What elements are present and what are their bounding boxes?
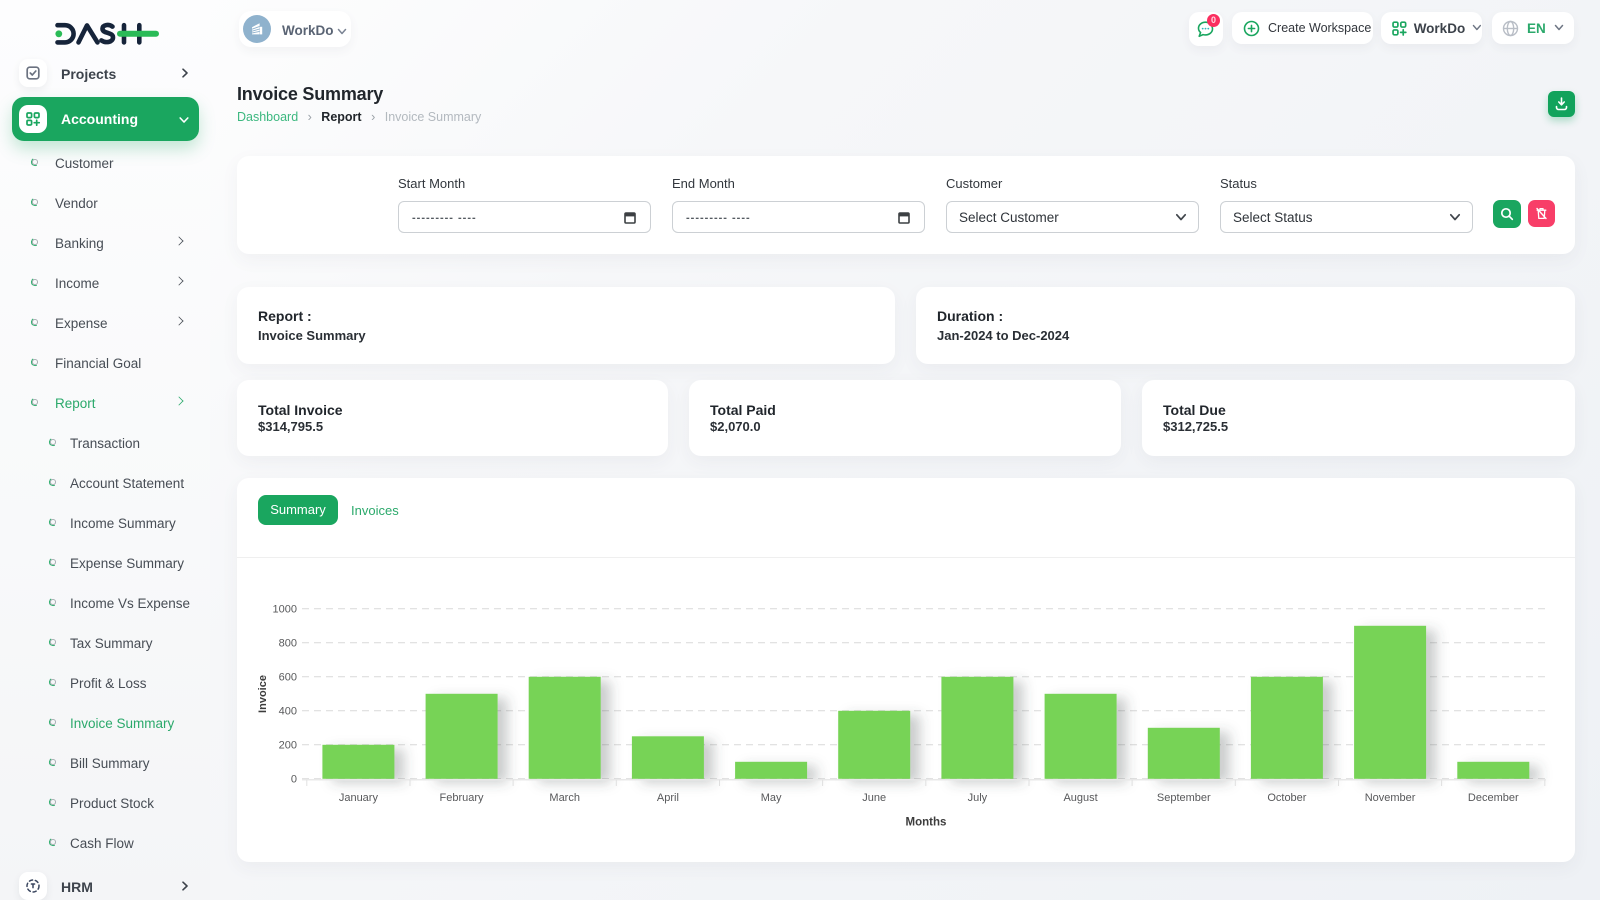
svg-text:November: November [1365, 792, 1416, 804]
svg-text:800: 800 [279, 638, 297, 650]
svg-text:April: April [657, 792, 679, 804]
svg-text:400: 400 [279, 706, 297, 718]
svg-text:0: 0 [291, 774, 297, 786]
svg-text:1000: 1000 [273, 604, 297, 616]
svg-text:200: 200 [279, 740, 297, 752]
svg-text:March: March [549, 792, 580, 804]
svg-text:July: July [968, 792, 988, 804]
svg-text:October: October [1267, 792, 1306, 804]
svg-text:February: February [439, 792, 484, 804]
svg-text:Months: Months [906, 817, 947, 829]
svg-text:Invoice: Invoice [257, 675, 269, 713]
svg-text:September: September [1157, 792, 1211, 804]
svg-text:January: January [339, 792, 379, 804]
svg-text:December: December [1468, 792, 1519, 804]
svg-text:August: August [1063, 792, 1097, 804]
svg-text:June: June [862, 792, 886, 804]
svg-text:May: May [761, 792, 782, 804]
svg-text:600: 600 [279, 672, 297, 684]
